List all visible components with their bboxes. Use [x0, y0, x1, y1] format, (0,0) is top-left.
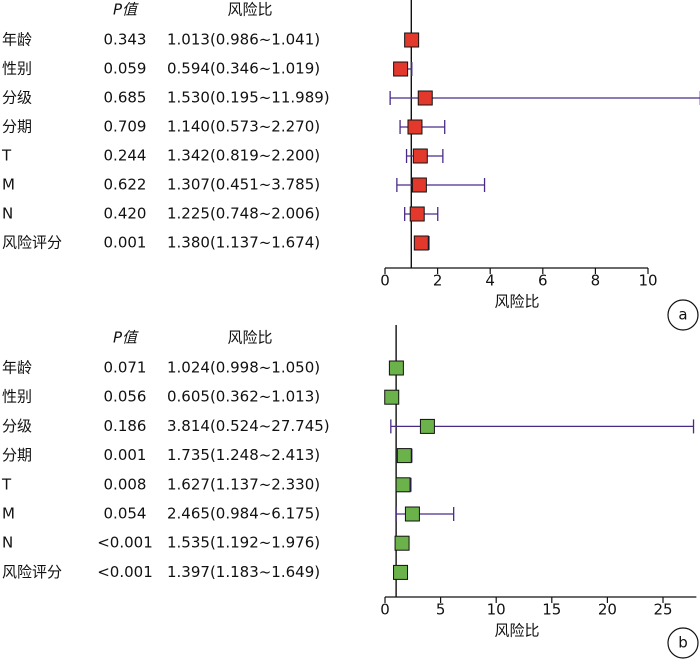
x-tick-label: 8 — [591, 272, 601, 290]
ratio-text: 1.735(1.248~2.413) — [167, 446, 320, 464]
ratio-text: 0.594(0.346~1.019) — [167, 60, 320, 78]
hr-marker — [388, 360, 404, 376]
row-label: 风险评分 — [2, 563, 62, 581]
ratio-header: 风险比 — [227, 329, 272, 347]
x-tick-label: 6 — [538, 272, 548, 290]
hr-marker — [404, 32, 420, 48]
panel-label: b — [678, 634, 688, 652]
hr-marker — [419, 418, 435, 434]
ratio-text: 1.535(1.192~1.976) — [167, 534, 320, 552]
ratio-text: 0.605(0.362~1.013) — [167, 388, 320, 406]
hr-marker — [404, 506, 420, 522]
panel-badge — [667, 627, 699, 659]
row-label: 分级 — [2, 89, 32, 107]
hr-marker — [393, 61, 409, 77]
p-value: 0.343 — [104, 31, 147, 49]
row-label: M — [2, 505, 15, 523]
ratio-text: 1.627(1.137~2.330) — [167, 475, 320, 493]
p-value: 0.059 — [104, 60, 147, 78]
row-label: 性别 — [2, 388, 32, 406]
ratio-text: 1.024(0.998~1.050) — [167, 359, 320, 377]
x-tick-label: 0 — [380, 272, 390, 290]
p-value: 0.685 — [104, 89, 147, 107]
x-axis-label: 风险比 — [494, 293, 539, 311]
x-tick-label: 10 — [487, 601, 506, 619]
row-label: 性别 — [2, 60, 32, 78]
hr-marker — [407, 119, 423, 135]
x-tick-label: 0 — [380, 601, 390, 619]
row-label: 分期 — [2, 446, 32, 464]
p-value: 0.008 — [104, 475, 147, 493]
hr-marker — [396, 448, 412, 464]
row-label: T — [1, 475, 12, 493]
x-tick-label: 15 — [542, 601, 561, 619]
x-tick-label: 25 — [653, 601, 672, 619]
row-label: N — [2, 534, 13, 552]
x-tick-label: 5 — [436, 601, 446, 619]
ratio-text: 3.814(0.524~27.745) — [167, 417, 330, 435]
row-label: 分期 — [2, 118, 32, 136]
ratio-text: 1.342(0.819~2.200) — [167, 147, 320, 165]
ratio-text: 1.140(0.573~2.270) — [167, 118, 320, 136]
p-value: 0.244 — [104, 147, 147, 165]
ratio-text: 1.530(0.195~11.989) — [167, 89, 330, 107]
p-value: 0.622 — [104, 176, 147, 194]
ratio-text: 1.013(0.986~1.041) — [167, 31, 320, 49]
p-header: P值 — [113, 1, 139, 19]
x-tick-label: 10 — [638, 272, 657, 290]
hr-marker — [411, 177, 427, 193]
hr-marker — [384, 389, 400, 405]
p-value: 0.054 — [104, 505, 147, 523]
row-label: 分级 — [2, 417, 32, 435]
p-header: P值 — [113, 329, 139, 347]
ratio-text: 1.225(0.748~2.006) — [167, 205, 320, 223]
panel-label: a — [678, 306, 687, 324]
x-tick-label: 20 — [598, 601, 617, 619]
x-tick-label: 2 — [433, 272, 443, 290]
ratio-header: 风险比 — [227, 1, 272, 19]
row-label: 年龄 — [2, 359, 32, 377]
ratio-text: 1.397(1.183~1.649) — [167, 563, 320, 581]
p-value: <0.001 — [97, 534, 153, 552]
ratio-text: 1.307(0.451~3.785) — [167, 176, 320, 194]
hr-marker — [395, 477, 411, 493]
hr-marker — [409, 206, 425, 222]
x-axis-label: 风险比 — [494, 622, 539, 640]
hr-marker — [412, 148, 428, 164]
p-value: 0.709 — [104, 118, 147, 136]
row-label: T — [1, 147, 12, 165]
hr-marker — [413, 235, 429, 251]
p-value: 0.186 — [104, 417, 147, 435]
p-value: 0.001 — [104, 234, 147, 252]
row-label: 风险评分 — [2, 234, 62, 252]
hr-marker — [393, 564, 409, 580]
ratio-text: 2.465(0.984~6.175) — [167, 505, 320, 523]
hr-marker — [417, 90, 433, 106]
x-tick-label: 4 — [485, 272, 495, 290]
p-value: 0.420 — [104, 205, 147, 223]
row-label: M — [2, 176, 15, 194]
row-label: N — [2, 205, 13, 223]
row-label: 年龄 — [2, 31, 32, 49]
hr-marker — [394, 535, 410, 551]
panel-badge — [667, 299, 699, 331]
p-value: 0.001 — [104, 446, 147, 464]
p-value: <0.001 — [97, 563, 153, 581]
ratio-text: 1.380(1.137~1.674) — [167, 234, 320, 252]
p-value: 0.056 — [104, 388, 147, 406]
p-value: 0.071 — [104, 359, 147, 377]
